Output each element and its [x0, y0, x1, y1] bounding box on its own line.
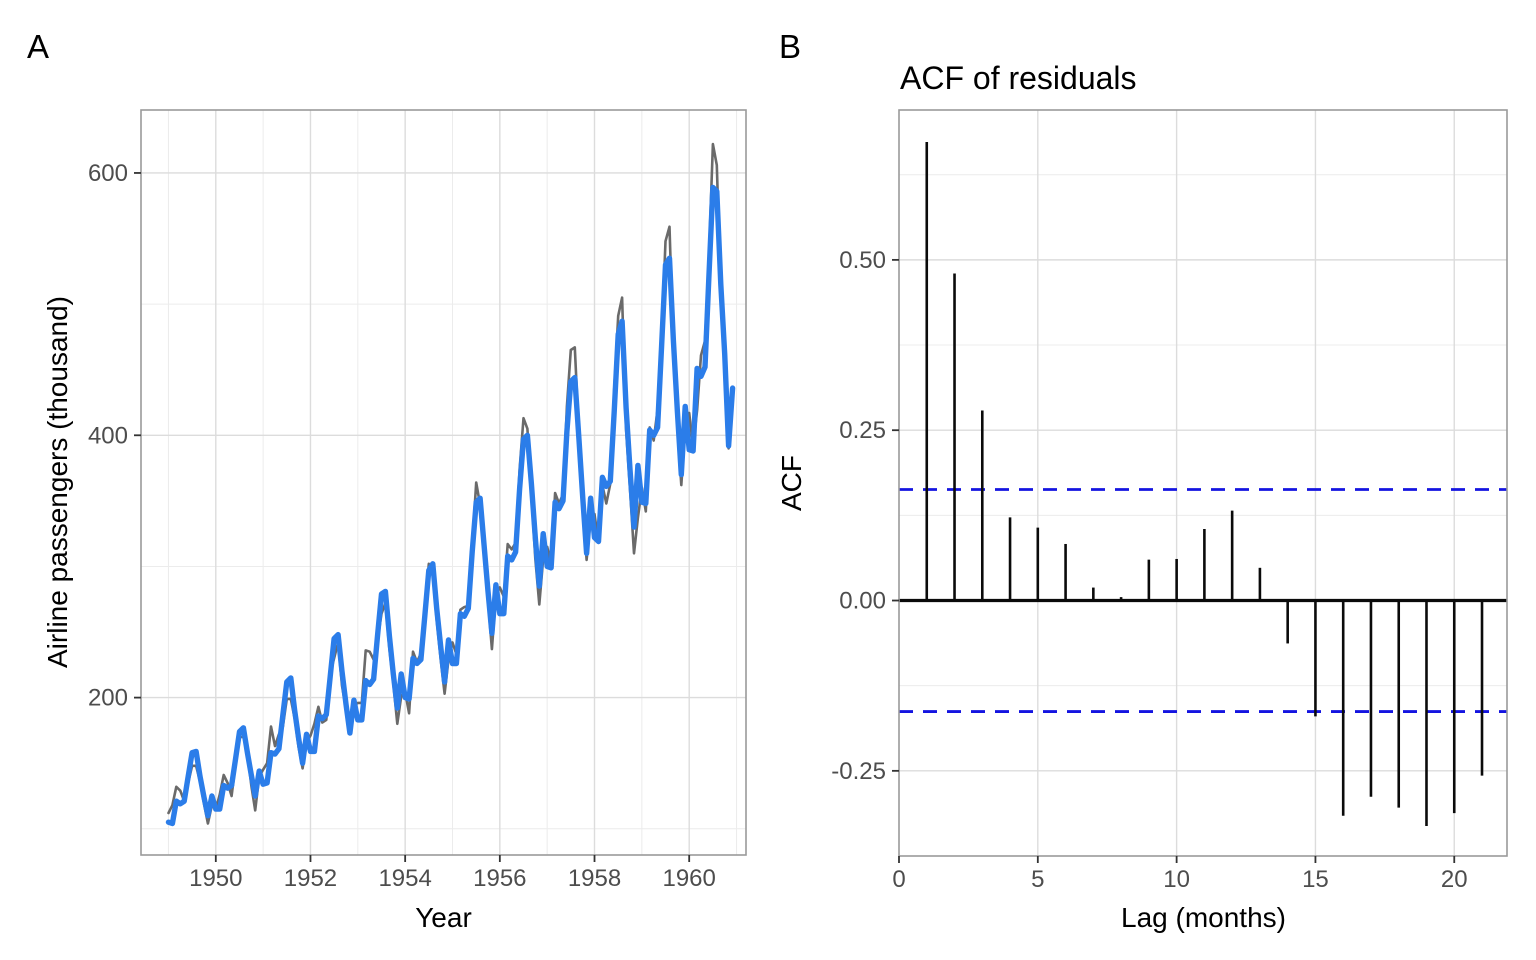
panel-b-border	[898, 109, 1508, 857]
x-tick-label: 5	[1031, 866, 1044, 893]
x-tick-label: 10	[1163, 866, 1190, 893]
series-fitted-line	[165, 184, 736, 827]
panel-b-tag: B	[779, 28, 802, 65]
x-tick-label: 1950	[189, 865, 242, 892]
panel-a-tag: A	[27, 28, 50, 65]
x-tick-label: 20	[1441, 866, 1468, 893]
y-tick-label: 200	[88, 685, 128, 712]
y-tick-label: 0.00	[839, 588, 886, 615]
panel-a-xaxis-title: Year	[415, 902, 472, 933]
y-tick-label: 600	[88, 160, 128, 187]
y-tick-label: 400	[88, 422, 128, 449]
panel-b-yaxis-title: ACF	[776, 455, 807, 511]
x-tick-label: 15	[1302, 866, 1329, 893]
x-tick-label: 1956	[473, 865, 526, 892]
x-tick-label: 1958	[568, 865, 621, 892]
x-tick-label: 0	[892, 866, 905, 893]
panel-b-title: ACF of residuals	[900, 60, 1137, 96]
x-tick-label: 1954	[378, 865, 431, 892]
x-tick-label: 1960	[662, 865, 715, 892]
x-tick-label: 1952	[284, 865, 337, 892]
y-tick-label: -0.25	[831, 758, 886, 785]
y-tick-label: 0.25	[839, 417, 886, 444]
panel-a-yaxis-title: Airline passengers (thousand)	[42, 296, 73, 668]
y-tick-label: 0.50	[839, 247, 886, 274]
panel-a-border	[140, 109, 747, 856]
panel-b-xaxis-title: Lag (months)	[1121, 902, 1286, 933]
